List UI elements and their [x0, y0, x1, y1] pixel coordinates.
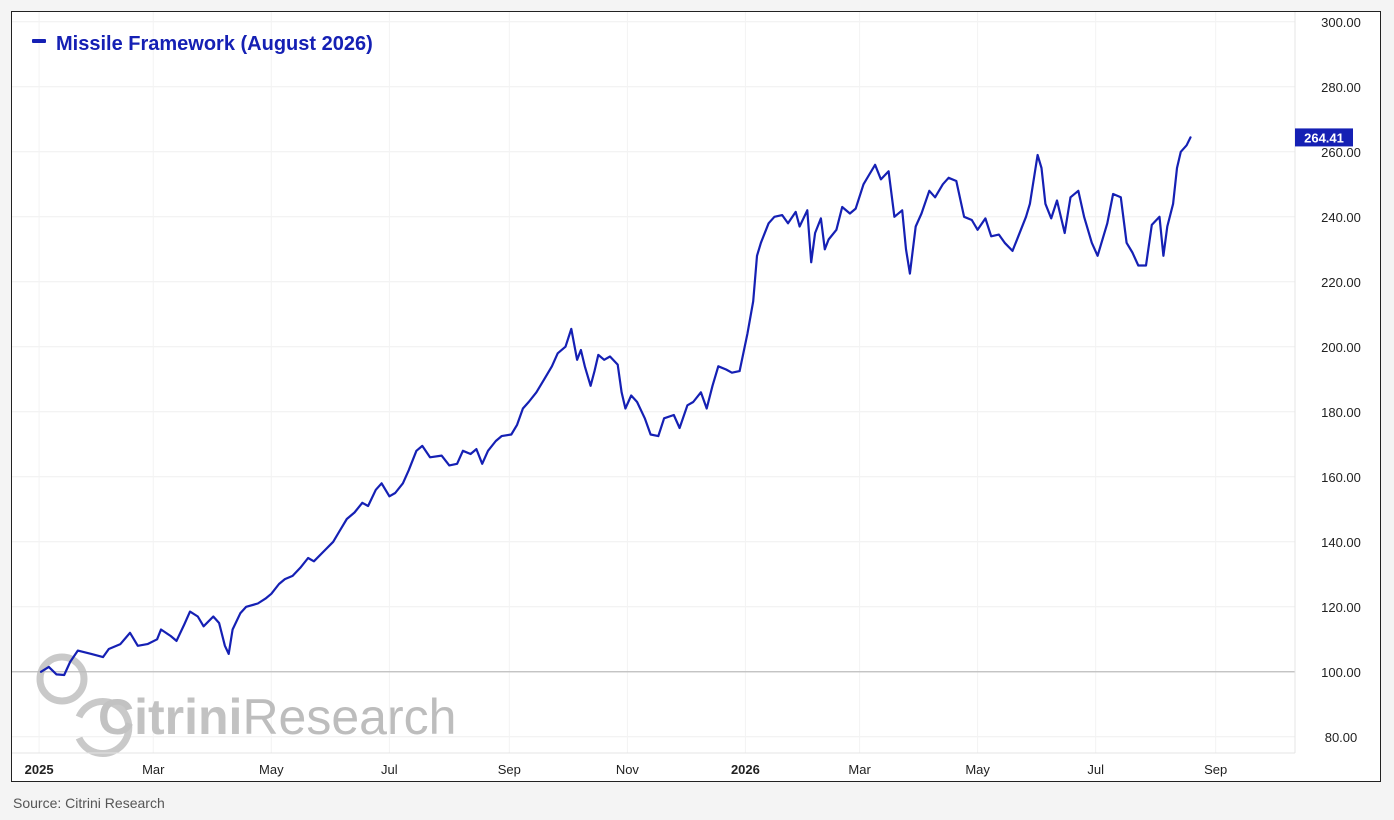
x-tick-label: Mar	[848, 762, 871, 777]
x-tick-label: 2026	[731, 762, 760, 777]
y-tick-label: 120.00	[1321, 600, 1361, 615]
y-tick-label: 240.00	[1321, 210, 1361, 225]
y-tick-label: 140.00	[1321, 535, 1361, 550]
watermark-brand-light: Research	[242, 689, 456, 745]
last-value-label: 264.41	[1304, 130, 1344, 145]
legend-swatch	[32, 39, 46, 43]
citrini-logo-icon	[36, 653, 133, 757]
y-tick-label: 180.00	[1321, 405, 1361, 420]
x-tick-label: Sep	[1204, 762, 1227, 777]
citrini-research-watermark: CitriniResearch	[36, 653, 456, 757]
watermark-brand-bold: Citrini	[98, 689, 242, 745]
y-tick-label: 280.00	[1321, 80, 1361, 95]
last-value-tag: 264.41	[1295, 128, 1353, 147]
axis-layer: 80.00 100.00 120.00 140.00 160.00 180.00 200.0…	[12, 12, 1361, 777]
x-tick-label: May	[259, 762, 284, 777]
source-note: Source: Citrini Research	[13, 795, 165, 811]
chart-frame: CitriniResearch 80.00 100.00 120.00 140.00 1…	[11, 11, 1381, 782]
grid-layer	[12, 12, 1295, 753]
x-tick-label: Jul	[1087, 762, 1104, 777]
x-tick-label: May	[965, 762, 990, 777]
y-tick-label: 220.00	[1321, 275, 1361, 290]
y-tick-label: 100.00	[1321, 665, 1361, 680]
y-tick-label: 160.00	[1321, 470, 1361, 485]
series-line	[39, 136, 1192, 677]
x-tick-label: Nov	[616, 762, 640, 777]
y-tick-label: 200.00	[1321, 340, 1361, 355]
legend: Missile Framework (August 2026)	[32, 33, 373, 55]
x-tick-label: Jul	[381, 762, 398, 777]
x-tick-label: Mar	[142, 762, 165, 777]
series-layer	[39, 136, 1192, 677]
last-value-tag-bg	[1295, 128, 1353, 147]
y-tick-label: 80.00	[1325, 730, 1358, 745]
y-tick-label: 260.00	[1321, 145, 1361, 160]
line-chart: CitriniResearch 80.00 100.00 120.00 140.00 1…	[12, 12, 1361, 777]
x-tick-label: 2025	[25, 762, 54, 777]
svg-text:CitriniResearch: CitriniResearch	[98, 689, 456, 745]
x-tick-label: Sep	[498, 762, 521, 777]
y-tick-label: 300.00	[1321, 15, 1361, 30]
legend-label: Missile Framework (August 2026)	[56, 33, 373, 55]
